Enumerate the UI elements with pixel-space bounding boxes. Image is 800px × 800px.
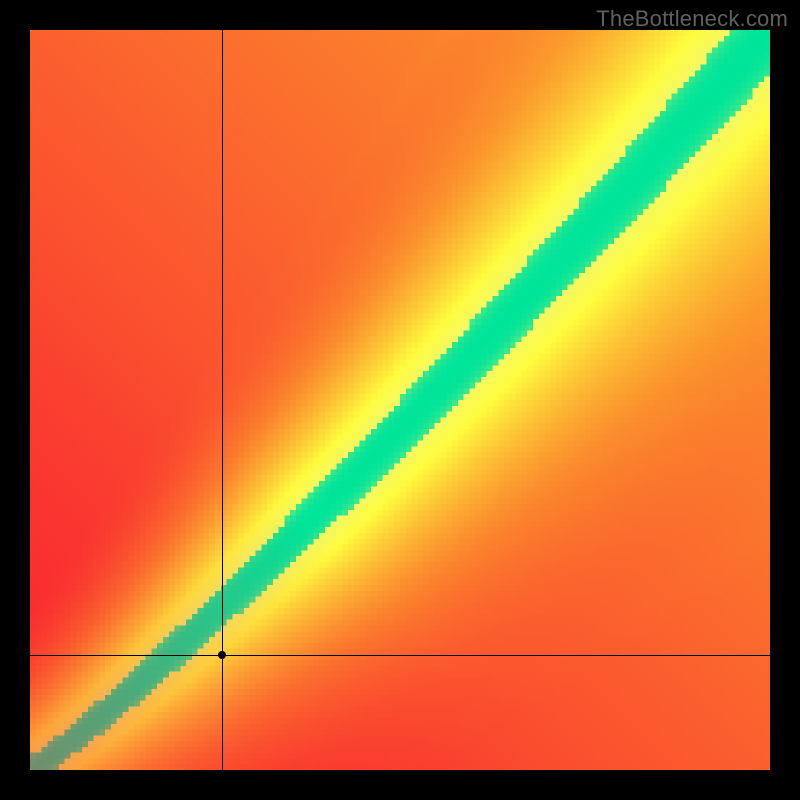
chart-container: TheBottleneck.com [0,0,800,800]
crosshair-horizontal [30,655,770,656]
plot-area [30,30,770,770]
heatmap-canvas [30,30,770,770]
watermark-text: TheBottleneck.com [596,6,788,32]
crosshair-marker [218,651,226,659]
